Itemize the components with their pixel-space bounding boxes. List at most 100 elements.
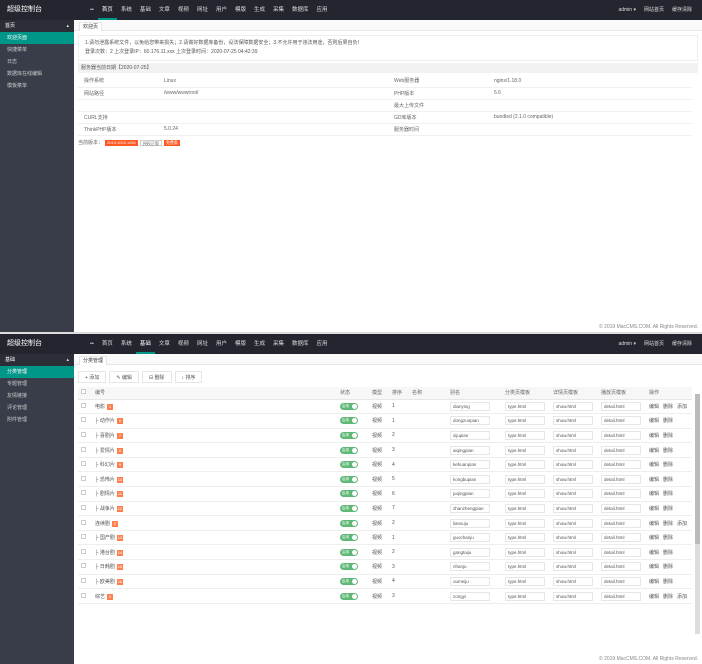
user-menu[interactable]: admin ▾ bbox=[618, 7, 636, 13]
row-action-link[interactable]: 删除 bbox=[663, 418, 674, 425]
row-action-link[interactable]: 编辑 bbox=[649, 447, 660, 454]
detail-template-field[interactable]: detail.html bbox=[601, 547, 641, 557]
user-menu[interactable]: admin ▾ bbox=[618, 341, 636, 347]
row-checkbox[interactable] bbox=[81, 504, 86, 510]
alias-field[interactable]: juqingpian bbox=[450, 489, 490, 499]
row-checkbox[interactable] bbox=[81, 475, 86, 481]
type-template-field[interactable]: type.html bbox=[505, 460, 545, 470]
nav-item[interactable]: 网址 bbox=[196, 7, 208, 13]
nav-item[interactable]: 系统 bbox=[120, 341, 132, 347]
table-row[interactable]: ├ 日韩剧 15 启用 视频 3 rihanju type.html show.html det… bbox=[78, 559, 692, 575]
status-toggle[interactable]: 启用 bbox=[340, 446, 358, 454]
nav-item[interactable]: 采集 bbox=[273, 7, 285, 13]
show-template-field[interactable]: show.html bbox=[553, 474, 593, 484]
row-action-link[interactable]: 删除 bbox=[663, 491, 674, 498]
detail-template-field[interactable]: detail.html bbox=[601, 474, 641, 484]
nav-item[interactable]: 生成 bbox=[253, 341, 265, 347]
clear-cache-link[interactable]: 缓存清除 bbox=[671, 7, 692, 13]
table-row[interactable]: ├ 战争片 12 启用 视频 7 zhanzhengpian type.html show.h… bbox=[78, 501, 692, 517]
type-template-field[interactable]: type.html bbox=[505, 416, 545, 426]
table-row[interactable]: 连续剧 2 启用 视频 2 lianxuju type.html show.html detai… bbox=[78, 515, 692, 531]
detail-template-field[interactable]: detail.html bbox=[601, 533, 641, 543]
row-action-link[interactable]: 删除 bbox=[663, 549, 674, 556]
row-action-link[interactable]: 编辑 bbox=[649, 564, 660, 571]
nav-item[interactable]: 模版 bbox=[234, 341, 246, 347]
alias-field[interactable]: lianxuju bbox=[450, 518, 490, 528]
detail-template-field[interactable]: detail.html bbox=[601, 503, 641, 513]
nav-item[interactable]: 系统 bbox=[120, 7, 132, 13]
nav-item[interactable]: 应用 bbox=[316, 341, 328, 347]
row-action-link[interactable]: 添加 bbox=[677, 593, 688, 600]
alias-field[interactable]: zongyi bbox=[450, 591, 490, 601]
nav-item[interactable]: 数据库 bbox=[292, 7, 309, 13]
alias-field[interactable]: aiqingpian bbox=[450, 445, 490, 455]
detail-template-field[interactable]: detail.html bbox=[601, 401, 641, 411]
type-template-field[interactable]: type.html bbox=[505, 518, 545, 528]
site-home-link[interactable]: 网站首页 bbox=[643, 7, 664, 13]
detail-template-field[interactable]: detail.html bbox=[601, 416, 641, 426]
row-action-link[interactable]: 删除 bbox=[663, 432, 674, 439]
show-template-field[interactable]: show.html bbox=[553, 591, 593, 601]
sort-button[interactable]: ↕ 排序 bbox=[174, 371, 203, 383]
row-action-link[interactable]: 编辑 bbox=[649, 505, 660, 512]
row-checkbox[interactable] bbox=[81, 402, 86, 408]
status-toggle[interactable]: 启用 bbox=[340, 592, 358, 600]
table-row[interactable]: ├ 动作片 6 启用 视频 1 dongzuopian type.html show.html… bbox=[78, 413, 692, 429]
type-template-field[interactable]: type.html bbox=[505, 547, 545, 557]
nav-item[interactable]: 生成 bbox=[253, 7, 265, 13]
alias-field[interactable]: dongzuopian bbox=[450, 416, 490, 426]
detail-template-field[interactable]: detail.html bbox=[601, 591, 641, 601]
nav-item[interactable]: 数据库 bbox=[292, 341, 309, 347]
row-action-link[interactable]: 编辑 bbox=[649, 476, 660, 483]
nav-item[interactable]: 文章 bbox=[158, 341, 170, 347]
row-action-link[interactable]: 删除 bbox=[663, 476, 674, 483]
detail-template-field[interactable]: detail.html bbox=[601, 489, 641, 499]
detail-template-field[interactable]: detail.html bbox=[601, 518, 641, 528]
tab-welcome[interactable]: 欢迎页 bbox=[79, 22, 103, 31]
sidebar-item-welcome[interactable]: 欢迎页面 bbox=[0, 32, 74, 44]
sidebar-item-comments[interactable]: 评论管理 bbox=[7, 405, 28, 411]
type-template-field[interactable]: type.html bbox=[505, 445, 545, 455]
row-action-link[interactable]: 编辑 bbox=[649, 403, 660, 410]
type-template-field[interactable]: type.html bbox=[505, 591, 545, 601]
show-template-field[interactable]: show.html bbox=[553, 576, 593, 586]
row-checkbox[interactable] bbox=[81, 548, 86, 554]
row-action-link[interactable]: 编辑 bbox=[649, 520, 660, 527]
row-action-link[interactable]: 编辑 bbox=[649, 462, 660, 469]
sidebar-item-shortcuts[interactable]: 快捷菜单 bbox=[7, 47, 28, 53]
nav-item[interactable]: 基础 bbox=[139, 7, 151, 13]
nav-item[interactable]: 首页 bbox=[101, 341, 113, 347]
type-template-field[interactable]: type.html bbox=[505, 401, 545, 411]
home-nav-icon[interactable]: •• bbox=[90, 341, 94, 347]
nav-item[interactable]: 视频 bbox=[177, 341, 189, 347]
type-template-field[interactable]: type.html bbox=[505, 562, 545, 572]
sidebar-item-template-menu[interactable]: 模板菜单 bbox=[7, 83, 28, 89]
show-template-field[interactable]: show.html bbox=[553, 503, 593, 513]
show-template-field[interactable]: show.html bbox=[553, 460, 593, 470]
row-action-link[interactable]: 删除 bbox=[663, 505, 674, 512]
row-action-link[interactable]: 删除 bbox=[663, 535, 674, 542]
row-checkbox[interactable] bbox=[81, 431, 86, 437]
status-toggle[interactable]: 启用 bbox=[340, 504, 358, 512]
type-template-field[interactable]: type.html bbox=[505, 576, 545, 586]
row-action-link[interactable]: 删除 bbox=[663, 447, 674, 454]
nav-item[interactable]: 基础 bbox=[135, 334, 155, 354]
row-action-link[interactable]: 编辑 bbox=[649, 491, 660, 498]
nav-item[interactable]: 应用 bbox=[316, 7, 328, 13]
sidebar-item-logs[interactable]: 日志 bbox=[7, 59, 18, 65]
tab-categories[interactable]: 分类管理 bbox=[79, 356, 108, 365]
nav-item[interactable]: 用户 bbox=[215, 341, 227, 347]
row-action-link[interactable]: 编辑 bbox=[649, 549, 660, 556]
delete-button[interactable]: ⊟ 删除 bbox=[141, 371, 172, 383]
row-checkbox[interactable] bbox=[81, 417, 86, 423]
row-action-link[interactable]: 编辑 bbox=[649, 432, 660, 439]
alias-field[interactable]: kehuanpian bbox=[450, 460, 490, 470]
add-button[interactable]: + 添加 bbox=[78, 371, 107, 383]
table-row[interactable]: 电影 1 启用 视频 1 dianying type.html show.html detail… bbox=[78, 399, 692, 415]
status-toggle[interactable]: 启用 bbox=[340, 402, 358, 410]
status-toggle[interactable]: 启用 bbox=[340, 461, 358, 469]
alias-field[interactable]: kongbupian bbox=[450, 474, 490, 484]
scrollbar-thumb[interactable] bbox=[695, 394, 700, 544]
show-template-field[interactable]: show.html bbox=[553, 547, 593, 557]
table-row[interactable]: ├ 港台剧 14 启用 视频 2 gangtaiju type.html show.html d… bbox=[78, 544, 692, 561]
